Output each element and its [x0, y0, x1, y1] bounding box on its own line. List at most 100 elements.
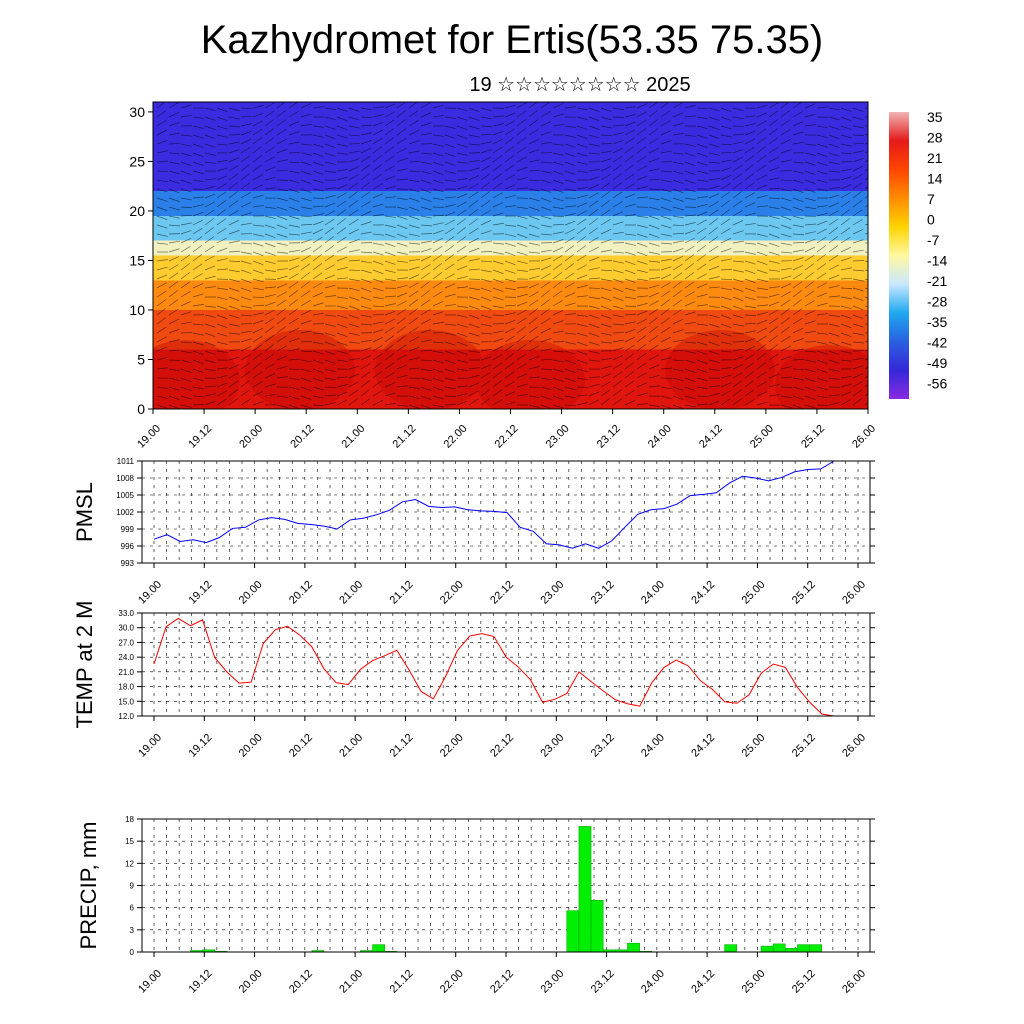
wind-barb [360, 182, 371, 190]
x-tick-label: 21.00 [337, 968, 365, 996]
wind-barb [156, 129, 168, 136]
wind-barb [180, 143, 192, 147]
wind-barb [264, 294, 276, 298]
wind-barb [588, 391, 600, 397]
wind-barb [252, 120, 263, 127]
wind-barb [648, 158, 660, 163]
wind-barb [432, 214, 444, 217]
wind-barb [444, 377, 456, 382]
wind-barb [408, 326, 419, 334]
wind-barb [792, 215, 804, 220]
wind-barb [612, 191, 623, 199]
wind-barb [396, 317, 407, 325]
wind-barb [672, 255, 684, 262]
wind-barb [732, 240, 744, 244]
wind-barb [264, 286, 276, 289]
wind-barb [732, 332, 744, 335]
wind-barb [840, 200, 851, 208]
wind-barb [264, 119, 275, 127]
wind-barb [276, 215, 288, 221]
x-tick-label: 24.00 [639, 579, 667, 607]
wind-barb [816, 368, 828, 374]
wind-barb [420, 161, 432, 165]
wind-barb [156, 346, 168, 352]
wind-barb [636, 103, 648, 109]
wind-barb [552, 350, 564, 353]
wind-barb [192, 273, 203, 280]
wind-barb [768, 383, 780, 388]
wind-barb [672, 215, 684, 219]
wind-barb [564, 313, 576, 316]
warm-cell [475, 340, 585, 409]
wind-barb [348, 209, 359, 217]
wind-barb [420, 215, 432, 219]
wind-barb [408, 224, 420, 229]
wind-barb [480, 364, 492, 370]
wind-barb [828, 194, 840, 199]
wind-barb [696, 134, 708, 139]
precip-bar [627, 942, 640, 953]
wind-barb [468, 107, 480, 113]
wind-barb [720, 209, 730, 217]
wind-barb [840, 287, 853, 289]
wind-barb [480, 240, 492, 244]
wind-barb [384, 269, 396, 274]
wind-barb [828, 264, 839, 271]
wind-barb [180, 188, 192, 193]
wind-barb [264, 137, 275, 145]
wind-barb [864, 159, 868, 163]
wind-barb [204, 286, 216, 289]
wind-barb [684, 281, 695, 289]
wind-barb [768, 166, 780, 172]
wind-barb [672, 368, 684, 372]
wind-barb [624, 287, 636, 292]
wind-barb [648, 242, 660, 247]
wind-barb [264, 128, 274, 136]
wind-barb [252, 260, 264, 266]
wind-barb [648, 197, 660, 201]
wind-barb [312, 404, 324, 407]
wind-barb [420, 233, 433, 235]
wind-barb [840, 350, 852, 354]
wind-barb [504, 155, 515, 163]
wind-barb [168, 102, 179, 109]
wind-barb [264, 393, 276, 397]
x-tick-label: 22.12 [488, 579, 516, 607]
wind-barb [660, 188, 672, 193]
wind-barb [852, 381, 863, 388]
wind-barb [540, 170, 552, 174]
wind-barb [816, 170, 828, 175]
wind-barb [348, 218, 359, 226]
wind-barb [768, 373, 780, 379]
wind-barb [684, 197, 696, 201]
wind-barb [552, 281, 563, 289]
wind-barb [624, 321, 636, 325]
wind-barb [816, 302, 828, 307]
wind-barb [288, 170, 300, 174]
wind-barb [312, 106, 324, 109]
wind-barb [300, 340, 313, 343]
x-tick-label: 23.00 [538, 579, 566, 607]
wind-barb [432, 206, 445, 208]
wind-barb [792, 368, 804, 371]
wind-barb [552, 179, 564, 185]
wind-barb [312, 341, 324, 345]
wind-barb [504, 242, 516, 247]
wind-barb [492, 146, 503, 154]
wind-barb [384, 310, 396, 316]
wind-barb [180, 395, 192, 400]
wind-barb [468, 323, 480, 329]
wind-barb [216, 268, 228, 271]
wind-barb [840, 236, 851, 244]
wind-barb [732, 269, 744, 273]
wind-barb [168, 188, 180, 194]
wind-barb [504, 401, 516, 406]
wind-barb [792, 327, 804, 334]
wind-barb [744, 173, 755, 181]
wind-barb [408, 197, 420, 202]
wind-barb [432, 281, 443, 289]
wind-barb [264, 176, 276, 181]
wind-barb [468, 227, 479, 235]
wind-barb [744, 322, 756, 325]
